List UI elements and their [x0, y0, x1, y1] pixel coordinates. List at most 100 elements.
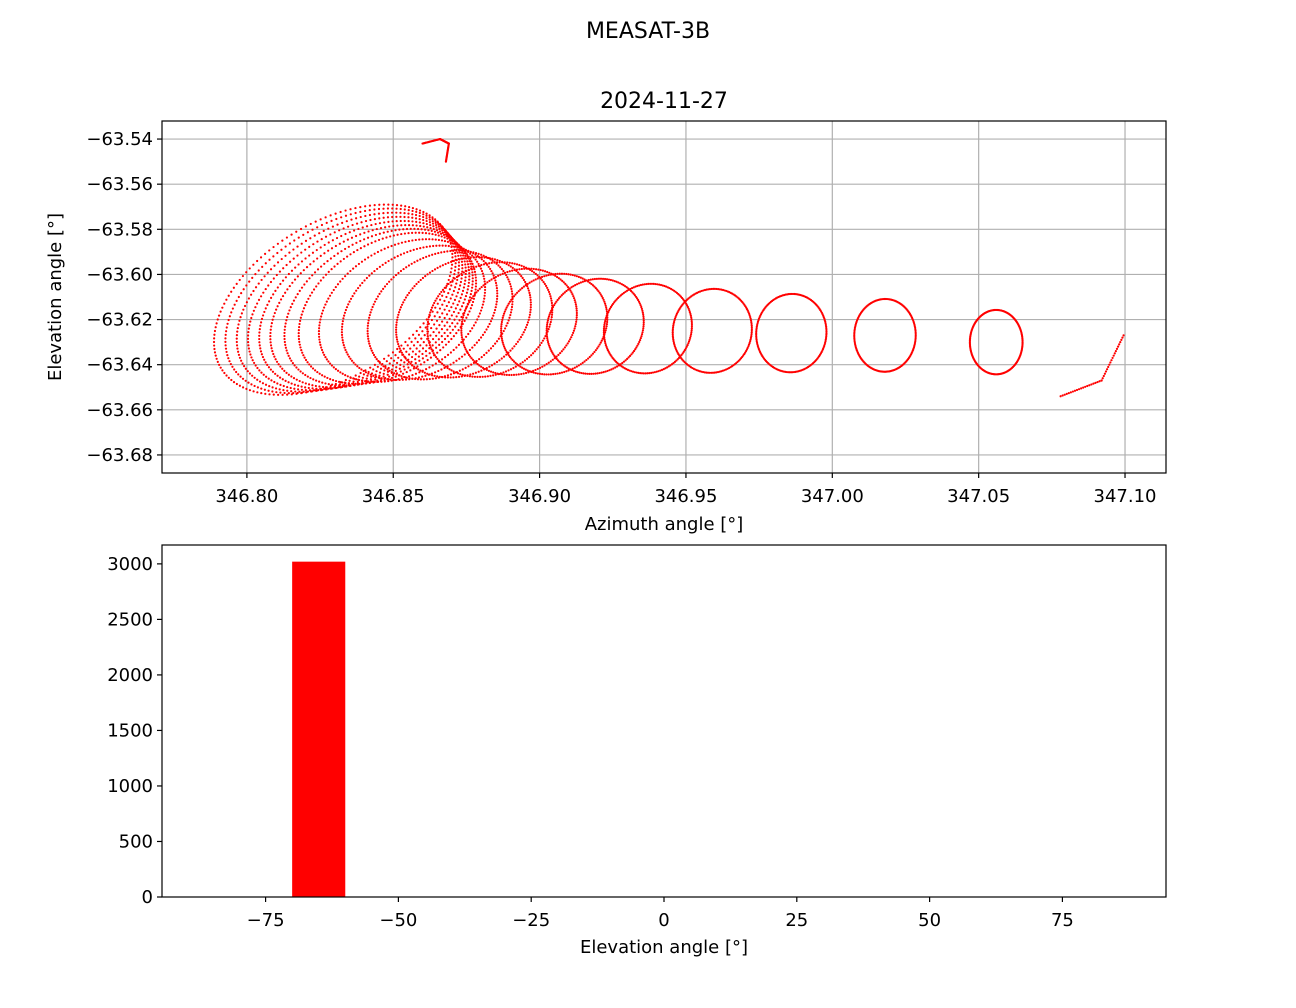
- scatter-point: [230, 378, 233, 382]
- scatter-point: [462, 252, 466, 255]
- scatter-point: [425, 222, 428, 226]
- scatter-point: [352, 251, 355, 254]
- scatter-point: [415, 210, 418, 213]
- scatter-point: [385, 236, 388, 239]
- scatter-point: [284, 325, 287, 328]
- scatter-point: [524, 280, 527, 284]
- scatter-point: [556, 359, 560, 362]
- scatter-point: [568, 287, 571, 290]
- scatter-point: [614, 299, 617, 302]
- scatter-point: [400, 204, 403, 207]
- scatter-point: [653, 371, 656, 374]
- scatter-point: [448, 368, 451, 371]
- scatter-point: [476, 318, 479, 321]
- scatter-point: [312, 378, 315, 381]
- scatter-point: [572, 285, 575, 288]
- scatter-point: [413, 285, 416, 288]
- scatter-point: [713, 287, 717, 290]
- scatter-point: [304, 358, 308, 362]
- scatter-point: [433, 301, 436, 305]
- scatter-point: [281, 378, 284, 381]
- scatter-point: [825, 333, 828, 336]
- scatter-point: [354, 374, 357, 377]
- scatter-point: [507, 354, 510, 357]
- scatter-point: [283, 331, 286, 335]
- scatter-point: [367, 322, 370, 325]
- scatter-point: [413, 365, 416, 368]
- scatter-point: [452, 289, 455, 293]
- scatter-point: [483, 285, 487, 289]
- scatter-point: [299, 272, 302, 275]
- scatter-point: [399, 211, 402, 214]
- scatter-point: [424, 374, 427, 377]
- scatter-point: [436, 357, 439, 360]
- scatter-point: [464, 276, 467, 279]
- scatter-point: [512, 366, 515, 370]
- scatter-point: [276, 305, 279, 308]
- scatter-point: [570, 286, 573, 289]
- scatter-point: [329, 377, 332, 381]
- scatter-point: [671, 331, 674, 334]
- scatter-point: [421, 276, 425, 280]
- scatter-point: [419, 326, 422, 329]
- scatter-point: [212, 340, 216, 344]
- scatter-point: [339, 280, 342, 283]
- scatter-point: [340, 216, 343, 219]
- scatter-point: [425, 212, 428, 215]
- scatter-point: [548, 344, 551, 347]
- scatter-point: [567, 369, 570, 372]
- scatter-point: [640, 333, 644, 336]
- scatter-point: [280, 257, 283, 261]
- scatter-point: [408, 353, 411, 356]
- scatter-point: [557, 297, 561, 300]
- scatter-point: [579, 363, 582, 366]
- scatter-point: [452, 249, 455, 252]
- scatter-point: [557, 353, 560, 356]
- scatter-point: [285, 371, 288, 374]
- scatter-point: [545, 274, 548, 277]
- scatter-point: [426, 372, 429, 375]
- scatter-point: [383, 247, 386, 250]
- scatter-point: [528, 281, 531, 284]
- scatter-point: [433, 315, 436, 318]
- scatter-point: [441, 320, 444, 323]
- scatter-point: [561, 363, 564, 366]
- scatter-point: [429, 223, 432, 227]
- scatter-point: [565, 272, 568, 276]
- scatter-point: [605, 327, 608, 330]
- scatter-point: [624, 285, 627, 288]
- scatter-point: [556, 298, 559, 302]
- scatter-point: [311, 274, 314, 277]
- scatter-point: [435, 319, 439, 322]
- scatter-point: [404, 296, 408, 299]
- scatter-point: [277, 393, 280, 396]
- scatter-point: [283, 391, 286, 395]
- scatter-point: [562, 292, 565, 295]
- scatter-point: [545, 335, 549, 338]
- scatter-point: [403, 368, 406, 371]
- scatter-point: [322, 229, 325, 232]
- figure-suptitle: MEASAT-3B: [586, 19, 710, 44]
- scatter-point: [416, 259, 419, 262]
- scatter-point: [434, 238, 437, 241]
- scatter-point: [441, 264, 444, 267]
- scatter-point: [478, 358, 481, 361]
- scatter-point: [497, 274, 500, 277]
- scatter-point: [258, 369, 261, 372]
- scatter-point: [213, 333, 216, 336]
- scatter-point: [384, 226, 387, 229]
- scatter-point: [294, 390, 297, 393]
- scatter-point: [454, 286, 457, 289]
- scatter-point: [403, 219, 406, 223]
- scatter-point: [437, 359, 441, 362]
- scatter-point: [462, 247, 465, 251]
- scatter-point: [434, 377, 437, 380]
- scatter-point: [1065, 392, 1068, 396]
- scatter-point: [460, 336, 464, 339]
- scatter-point: [299, 227, 303, 231]
- scatter-point: [390, 278, 393, 281]
- scatter-point: [463, 311, 466, 315]
- scatter-point: [392, 378, 395, 381]
- scatter-point: [489, 320, 493, 323]
- scatter-point: [373, 218, 376, 221]
